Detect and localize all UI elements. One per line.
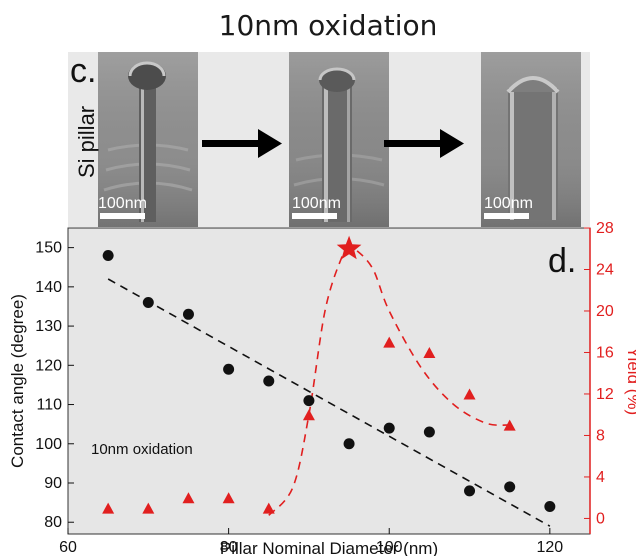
y2-axis-label: Yield (%) bbox=[624, 347, 636, 415]
y-tick-label: 80 bbox=[44, 514, 62, 531]
right-arrow-icon bbox=[202, 129, 282, 158]
yield-point bbox=[463, 388, 476, 400]
yield-point bbox=[222, 492, 235, 504]
y-tick-label: 90 bbox=[44, 475, 62, 492]
data-marks bbox=[102, 235, 556, 514]
y-tick-label: 140 bbox=[35, 279, 62, 296]
y-tick-label: 150 bbox=[35, 240, 62, 257]
y-axis-label: Contact angle (degree) bbox=[8, 294, 27, 468]
sem-oxidized-pillar-image: 100nm bbox=[289, 52, 389, 227]
scale-bar bbox=[484, 213, 529, 219]
contact-angle-point bbox=[504, 481, 516, 493]
panel-c-label: c. bbox=[70, 52, 96, 90]
yield-point bbox=[142, 502, 155, 514]
x-tick-label: 60 bbox=[59, 539, 77, 556]
y-tick-label: 130 bbox=[35, 318, 62, 335]
y2-tick-label: 4 bbox=[596, 469, 605, 486]
peak-yield-star-point bbox=[336, 235, 362, 260]
y2-tick-label: 16 bbox=[596, 344, 614, 361]
y-tick-label: 100 bbox=[35, 436, 62, 453]
sem-image-panel: 100nm 100nm 100nm bbox=[68, 52, 590, 227]
contact-angle-point bbox=[343, 438, 355, 450]
y2-tick-label: 8 bbox=[596, 427, 605, 444]
y2-tick-label: 24 bbox=[596, 261, 614, 278]
scale-bar bbox=[292, 213, 337, 219]
yield-point bbox=[383, 336, 396, 348]
x-axis-label: Pillar Nominal Diameter (nm) bbox=[220, 539, 438, 556]
fit-lines bbox=[107, 247, 551, 527]
y2-tick-label: 28 bbox=[596, 220, 614, 237]
yield-point bbox=[302, 409, 315, 421]
contact-angle-point bbox=[464, 485, 476, 497]
yield-point bbox=[503, 419, 516, 431]
y-tick-label: 120 bbox=[35, 357, 62, 374]
yield-point bbox=[262, 502, 275, 514]
chart-panel: 60 80 100 120 80 90 100 110 120 130 140 150 0 4 8 12 16 2… bbox=[8, 220, 636, 556]
contact-angle-fit-line bbox=[107, 278, 551, 527]
y2-tick-label: 0 bbox=[596, 510, 605, 527]
sem-pillar-with-cap-image: 100nm bbox=[98, 52, 198, 227]
contact-angle-point bbox=[263, 375, 275, 387]
scale-bar-label: 100nm bbox=[292, 195, 341, 212]
plot-area bbox=[67, 227, 591, 535]
scale-bar bbox=[100, 213, 145, 219]
chart-annotation: 10nm oxidation bbox=[91, 441, 193, 458]
contact-angle-point bbox=[223, 363, 235, 375]
contact-angle-point bbox=[102, 249, 114, 261]
x-tick-label: 120 bbox=[536, 539, 563, 556]
y-tick-label: 110 bbox=[36, 397, 62, 414]
yield-point bbox=[182, 492, 195, 504]
yield-point bbox=[102, 502, 115, 514]
contact-angle-point bbox=[383, 422, 395, 434]
contact-angle-point bbox=[423, 426, 435, 438]
right-arrow-icon bbox=[384, 129, 464, 158]
y2-tick-label: 12 bbox=[596, 386, 614, 403]
y2-tick-label: 20 bbox=[596, 303, 614, 320]
yield-fit-curve bbox=[268, 247, 510, 516]
yield-point bbox=[423, 346, 436, 358]
x-tick-label: 80 bbox=[220, 539, 238, 556]
x-tick-label: 100 bbox=[376, 539, 403, 556]
figure-title: 10nm oxidation bbox=[219, 9, 438, 42]
contact-angle-point bbox=[182, 308, 194, 320]
contact-angle-point bbox=[142, 297, 154, 309]
scale-bar-label: 100nm bbox=[98, 195, 147, 212]
sem-wide-pillar-image: 100nm bbox=[481, 52, 581, 227]
contact-angle-point bbox=[544, 501, 556, 513]
panel-d-label: d. bbox=[548, 242, 576, 280]
side-label: Si pillar bbox=[74, 106, 99, 178]
scale-bar-label: 100nm bbox=[484, 195, 533, 212]
axes: 60 80 100 120 80 90 100 110 120 130 140 150 0 4 8 12 16 2… bbox=[35, 220, 614, 556]
contact-angle-point bbox=[303, 395, 315, 407]
